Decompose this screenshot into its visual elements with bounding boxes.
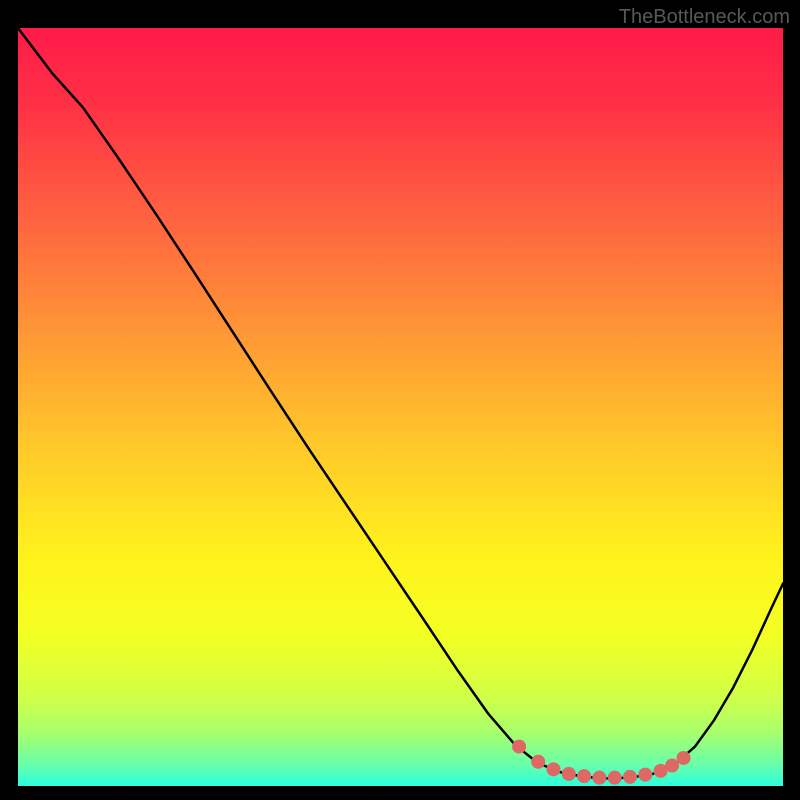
curve-marker: [547, 762, 561, 776]
curve-marker: [623, 770, 637, 784]
curve-marker: [577, 769, 591, 783]
curve-marker: [512, 740, 526, 754]
curve-marker: [531, 755, 545, 769]
curve-marker: [562, 767, 576, 781]
curve-marker: [665, 759, 679, 773]
curve-marker: [592, 771, 606, 785]
curve-marker: [677, 751, 691, 765]
chart-curve-layer: [18, 28, 783, 786]
watermark-text: TheBottleneck.com: [619, 6, 790, 29]
curve-marker: [608, 771, 622, 785]
chart-plot-area: [18, 28, 783, 786]
curve-markers: [512, 740, 690, 785]
bottleneck-curve: [18, 28, 783, 778]
curve-marker: [638, 768, 652, 782]
